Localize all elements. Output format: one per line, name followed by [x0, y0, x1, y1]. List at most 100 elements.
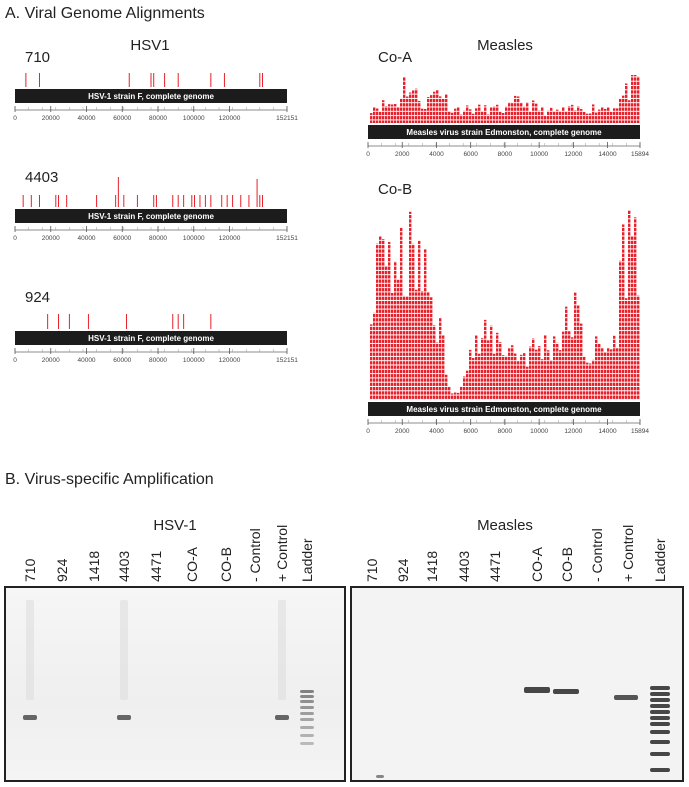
read-stack: [418, 100, 421, 123]
read-stack: [637, 76, 640, 123]
axis-tick-label: 80000: [149, 235, 167, 242]
axis-tick-label: 6000: [463, 428, 478, 435]
read-stack: [379, 111, 382, 123]
gel-band: [300, 700, 314, 703]
read-stack: [427, 291, 430, 400]
read-stack: [373, 107, 376, 123]
gel-band: [300, 718, 314, 721]
read-stack: [469, 349, 472, 400]
gel-band: [650, 740, 670, 744]
read-stack: [532, 100, 535, 123]
read-stack: [460, 114, 463, 123]
read-stack: [433, 325, 436, 400]
read-stack: [553, 336, 556, 400]
gel-band: [275, 715, 289, 720]
read-stack: [598, 109, 601, 123]
read-stack: [562, 107, 565, 123]
lane-label: - Control: [247, 528, 263, 582]
read-stack: [478, 353, 481, 400]
read-stack: [382, 239, 385, 400]
axis-tick-label: 6000: [463, 151, 478, 158]
read-stack: [388, 104, 391, 123]
read-stack: [451, 393, 454, 400]
read-stack: [370, 113, 373, 123]
read-stack: [550, 107, 553, 123]
gel-band: [117, 715, 131, 720]
gel-band: [650, 730, 670, 734]
read-stack: [550, 360, 553, 400]
read-stack: [412, 243, 415, 400]
read-stack: [490, 325, 493, 400]
lane-label: 924: [54, 558, 70, 582]
read-stack: [409, 211, 412, 400]
axis-tick-label: 15894: [631, 151, 649, 158]
gel-band: [650, 722, 670, 726]
read-stack: [496, 332, 499, 400]
lane-label: 4403: [456, 551, 472, 582]
read-stack: [580, 323, 583, 400]
gel-band: [650, 710, 670, 714]
genome-label: Measles virus strain Edmonston, complete…: [406, 128, 602, 137]
read-stack: [421, 108, 424, 123]
read-stack: [571, 337, 574, 400]
read-stack: [589, 363, 592, 400]
read-stack: [466, 370, 469, 400]
gel-band: [614, 695, 638, 700]
read-stack: [616, 108, 619, 123]
read-stack: [604, 108, 607, 123]
read-stack: [421, 290, 424, 400]
read-stack: [424, 108, 427, 123]
read-stack: [406, 96, 409, 123]
read-stack: [508, 348, 511, 400]
read-stack: [493, 353, 496, 400]
read-stack: [487, 340, 490, 400]
gel-band: [300, 712, 314, 715]
read-stack: [565, 111, 568, 123]
gel-measles-title: Measles: [477, 517, 533, 534]
read-stack: [397, 106, 400, 123]
genome-bar: [15, 331, 287, 345]
read-stack: [601, 347, 604, 400]
read-stack: [502, 112, 505, 123]
read-stack: [460, 386, 463, 400]
lane-label: 4403: [116, 551, 132, 582]
read-stack: [544, 335, 547, 400]
gel-band: [120, 600, 128, 700]
read-stack: [532, 338, 535, 400]
axis-tick-label: 4000: [429, 151, 444, 158]
genome-label: Measles virus strain Edmonston, complete…: [406, 405, 602, 414]
read-stack: [586, 362, 589, 400]
read-stack: [439, 317, 442, 400]
lane-label: 1418: [86, 551, 102, 582]
gel-band: [650, 768, 670, 772]
read-stack: [529, 111, 532, 123]
read-stack: [616, 347, 619, 400]
gel-band: [300, 726, 314, 729]
read-stack: [511, 345, 514, 400]
hsv1-title: HSV1: [130, 37, 169, 54]
axis-tick-label: 12000: [564, 151, 582, 158]
read-stack: [484, 319, 487, 400]
axis-tick-label: 60000: [113, 115, 131, 122]
read-stack: [574, 110, 577, 123]
sample-label: 4403: [25, 169, 58, 186]
read-stack: [520, 102, 523, 123]
read-stack: [577, 106, 580, 123]
read-stack: [472, 113, 475, 123]
lane-label: Ladder: [652, 538, 668, 582]
lane-label: 4471: [487, 551, 503, 582]
gel-band: [300, 690, 314, 693]
read-stack: [406, 296, 409, 400]
lane-label: 710: [364, 558, 380, 582]
axis-tick-label: 40000: [77, 357, 95, 364]
read-stack: [379, 236, 382, 400]
read-stack: [622, 224, 625, 400]
read-stack: [475, 335, 478, 400]
read-stack: [577, 305, 580, 400]
read-stack: [499, 111, 502, 123]
read-stack: [493, 106, 496, 123]
axis-tick-label: 20000: [42, 357, 60, 364]
read-stack: [544, 115, 547, 123]
lane-label: CO-A: [184, 546, 200, 582]
